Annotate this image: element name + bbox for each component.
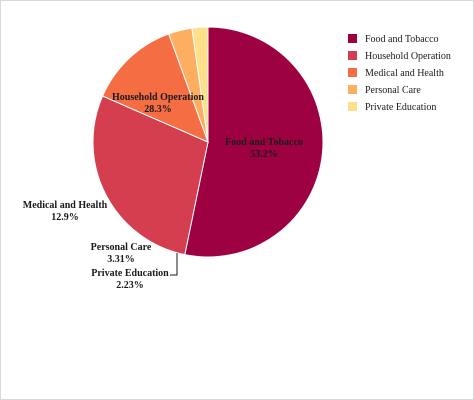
slice-label-household-operation: Household Operation — [112, 92, 204, 103]
slice-label-personal-care: Personal Care — [91, 242, 152, 253]
legend-swatch-private-education[interactable] — [348, 102, 357, 111]
pie-slice-private-education[interactable] — [191, 26, 209, 143]
pie-slice-medical-and-health[interactable] — [101, 33, 209, 143]
slice-value-food-and-tobacco: 53.2% — [250, 149, 278, 160]
legend-label-private-education[interactable]: Private Education — [365, 102, 436, 113]
legend-swatch-personal-care[interactable] — [348, 85, 357, 94]
slice-label-private-education: Private Education — [91, 268, 169, 279]
slice-label-medical-and-health: Medical and Health — [23, 200, 108, 211]
slice-value-private-education: 2.23% — [116, 280, 144, 291]
slice-label-food-and-tobacco: Food and Tobacco — [225, 137, 303, 148]
pie-slice-food-and-tobacco[interactable] — [184, 26, 324, 258]
slice-value-medical-and-health: 12.9% — [51, 212, 79, 223]
slice-value-household-operation: 28.3% — [144, 104, 172, 115]
legend-label-food-and-tobacco[interactable]: Food and Tobacco — [365, 34, 439, 45]
legend: Food and Tobacco Household Operation Medic… — [348, 34, 451, 113]
pie-slice-household-operation[interactable] — [92, 95, 209, 256]
slice-value-personal-care: 3.31% — [107, 254, 135, 265]
legend-label-personal-care[interactable]: Personal Care — [365, 85, 421, 96]
legend-swatch-medical-and-health[interactable] — [348, 68, 357, 77]
legend-swatch-household-operation[interactable] — [348, 51, 357, 60]
legend-swatch-food-and-tobacco[interactable] — [348, 34, 357, 43]
pie-slices — [92, 26, 324, 258]
legend-label-household-operation[interactable]: Household Operation — [365, 51, 451, 62]
leader-line-private-education — [170, 253, 178, 276]
legend-label-medical-and-health[interactable]: Medical and Health — [365, 68, 444, 79]
